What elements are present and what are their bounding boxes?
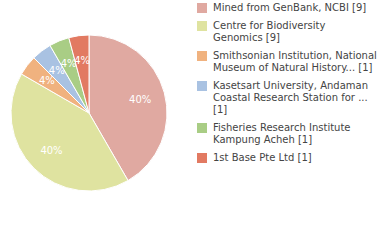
html-text:Mined from GenBank, NCBI [9]: Mined from GenBank, NCBI [9]	[213, 2, 367, 13]
svg-text:4%: 4%	[74, 55, 90, 66]
html-text:Centre for Biodiversity Genomi: Centre for Biodiversity Genomics [9]	[213, 20, 326, 43]
svg-text:40%: 40%	[40, 145, 62, 156]
html-text:Fisheries Research Institute K: Fisheries Research Institute Kampung Ach…	[213, 122, 351, 145]
svg-text:4%: 4%	[39, 75, 55, 86]
svg-text:4%: 4%	[60, 58, 77, 70]
html-text:Smithsonian Institution, Natio: Smithsonian Institution, National Museum…	[213, 50, 377, 73]
html-text:1st Base Pte Ltd [1]: 1st Base Pte Ltd [1]	[213, 152, 312, 163]
svg-text:40%: 40%	[129, 94, 151, 105]
svg-text:4%: 4%	[48, 65, 65, 77]
html-text:Kasetsart University, Andaman: Kasetsart University, Andaman Coastal Re…	[213, 80, 368, 115]
